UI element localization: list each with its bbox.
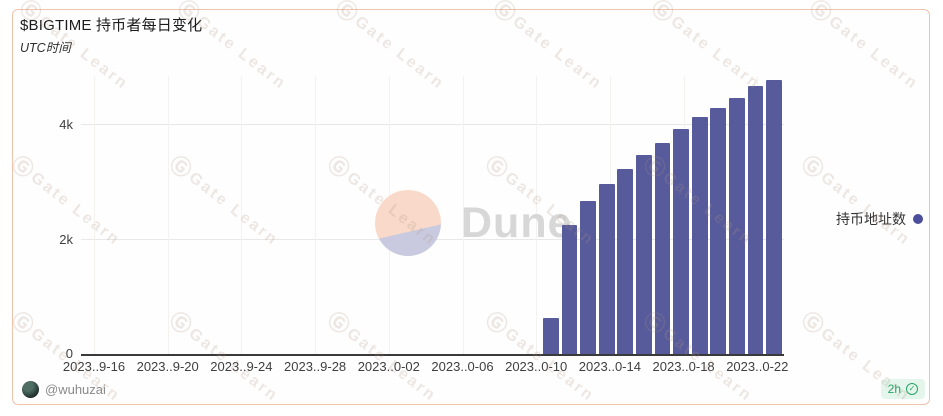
bar[interactable] [729, 97, 745, 354]
x-tick-label: 2023..0-14 [578, 359, 641, 374]
bar[interactable] [617, 169, 634, 354]
refresh-status-badge[interactable]: 2h ✓ [880, 379, 925, 399]
dune-brand-watermark: Dune [375, 188, 573, 258]
chart-title: $BIGTIME 持币者每日变化 [20, 17, 203, 34]
legend-dot-icon [913, 214, 923, 224]
y-tick-label: 4k [59, 117, 73, 132]
bar[interactable] [580, 201, 597, 354]
author-avatar [22, 381, 39, 398]
author-row[interactable]: @wuhuzai [22, 381, 106, 398]
bar[interactable] [691, 117, 708, 354]
x-tick-label: 2023..9-28 [284, 359, 347, 374]
v-gridline [167, 76, 169, 354]
v-gridline [388, 76, 390, 354]
x-tick-label: 2023..9-16 [62, 359, 126, 374]
chart-card: $BIGTIME 持币者每日变化 UTC时间 Dune 0 2k 4k 2023..… [12, 9, 930, 405]
dune-wordmark: Dune [461, 198, 573, 247]
refresh-age-label: 2h [887, 382, 901, 396]
x-tick-label: 2023..0-06 [431, 359, 494, 374]
x-tick-label: 2023..9-24 [210, 359, 273, 374]
bar[interactable] [673, 129, 690, 354]
bar[interactable] [561, 225, 578, 354]
check-circle-icon: ✓ [906, 383, 918, 395]
bar[interactable] [766, 80, 783, 354]
x-tick-label: 2023..0-02 [357, 359, 420, 374]
plot-area: Dune [81, 76, 784, 356]
x-tick-label: 2023..0-22 [726, 359, 789, 374]
bar[interactable] [598, 183, 615, 354]
bar[interactable] [636, 155, 652, 354]
v-gridline [536, 76, 538, 354]
v-gridline [462, 76, 464, 354]
bar[interactable] [654, 142, 671, 354]
chart-subtitle: UTC时间 [20, 41, 71, 55]
x-tick-label: 2023..0-10 [505, 359, 568, 374]
dune-logo-icon [375, 190, 441, 256]
h-gridline [81, 124, 784, 125]
y-tick-label: 0 [65, 346, 73, 361]
author-handle: @wuhuzai [45, 382, 106, 397]
v-gridline [315, 76, 317, 354]
v-gridline [94, 76, 95, 354]
bar[interactable] [747, 86, 764, 354]
legend-item[interactable]: 持币地址数 [836, 210, 923, 228]
v-gridline [241, 76, 243, 354]
bar[interactable] [543, 317, 559, 354]
x-tick-label: 2023..9-20 [136, 359, 199, 374]
y-tick-label: 2k [59, 231, 73, 247]
x-tick-label: 2023..0-18 [652, 359, 715, 374]
legend-label: 持币地址数 [836, 211, 906, 227]
bar[interactable] [710, 107, 727, 354]
